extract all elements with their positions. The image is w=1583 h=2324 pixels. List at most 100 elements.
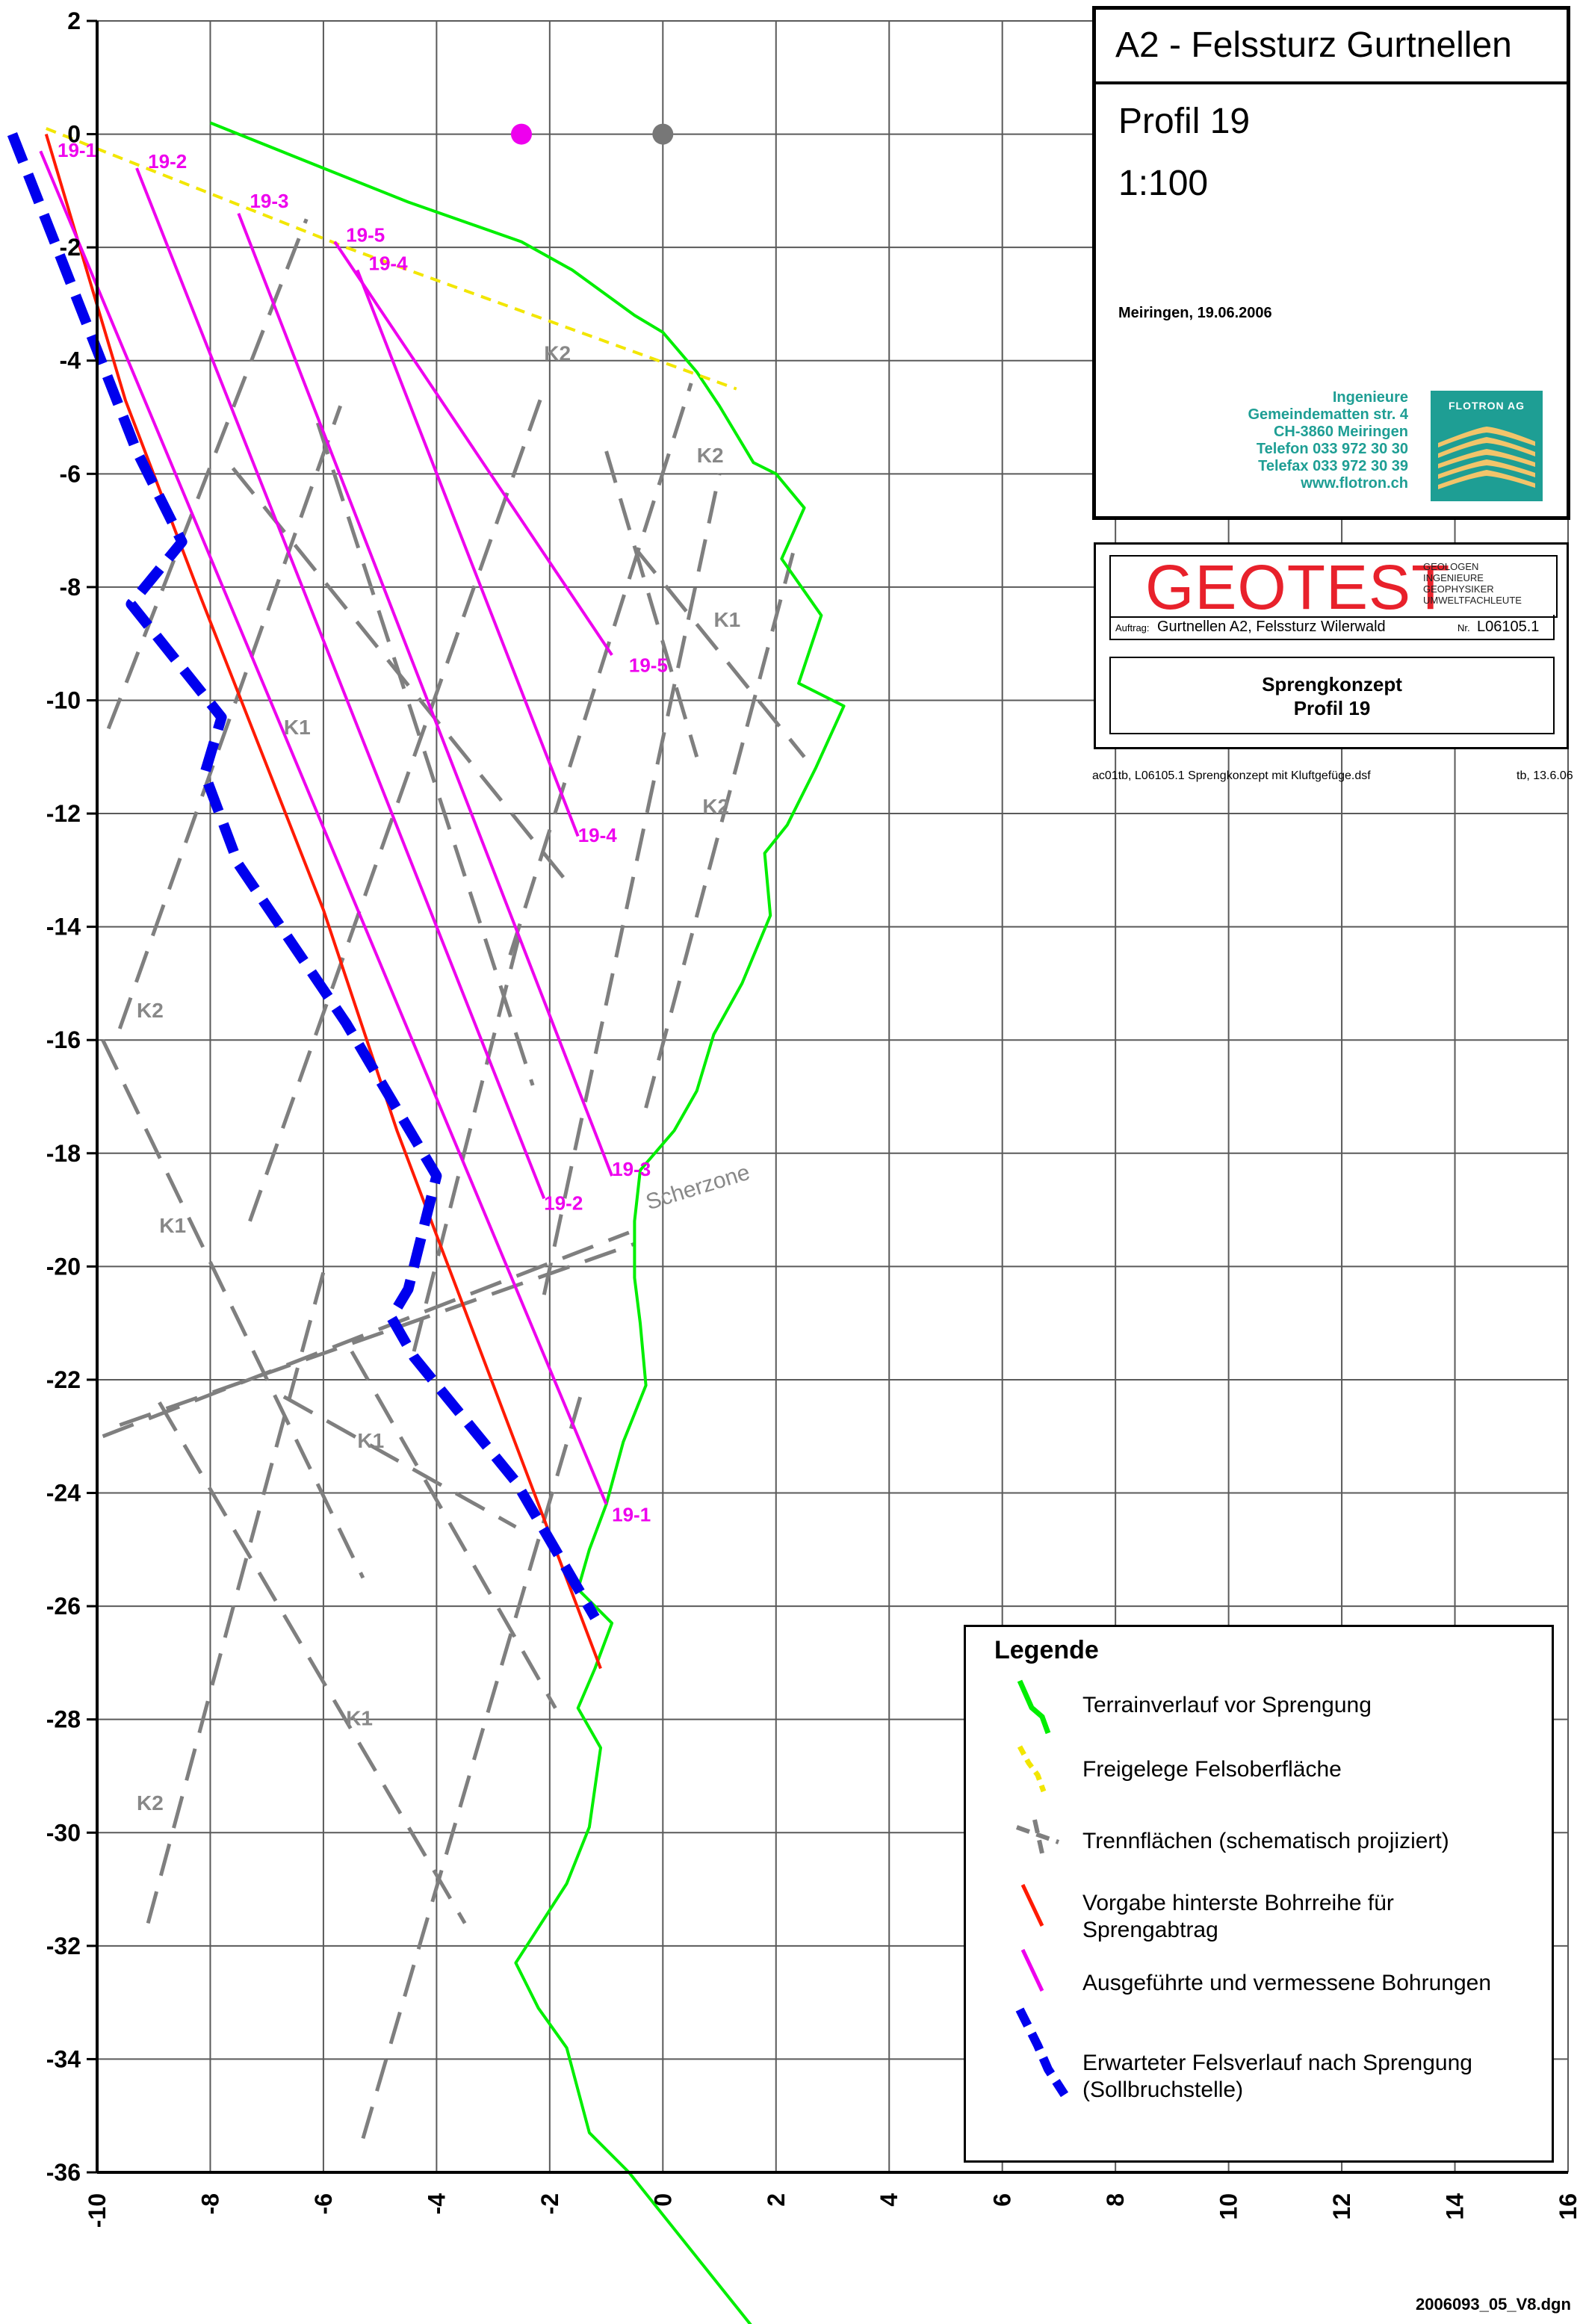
x-tick-label: 8 xyxy=(1102,2193,1129,2207)
x-tick-label: 4 xyxy=(876,2193,902,2207)
tagline-line: INGENIEURE xyxy=(1423,572,1522,583)
scherzone-label: Scherzone xyxy=(643,1160,753,1215)
joint-label: K1 xyxy=(284,716,311,739)
x-tick-label: 2 xyxy=(763,2193,790,2207)
x-tick-label: 6 xyxy=(989,2193,1016,2207)
reference-point-marker xyxy=(511,124,532,145)
y-tick-label: -6 xyxy=(60,460,81,487)
auftrag-value: Gurtnellen A2, Felssturz Wilerwald xyxy=(1157,619,1386,636)
y-tick-label: -16 xyxy=(46,1026,81,1053)
scale-label: 1:100 xyxy=(1118,163,1208,204)
legend-item-label: Ausgeführte und vermessene Bohrungen xyxy=(1082,1971,1491,1996)
legend-item-label: Trennflächen (schematisch projiziert) xyxy=(1082,1829,1449,1854)
y-tick-label: 2 xyxy=(67,7,81,34)
company-line: www.flotron.ch xyxy=(1248,475,1408,492)
drawing-title: A2 - Felssturz Gurtnellen xyxy=(1115,25,1512,66)
borehole-start-label: 19-5 xyxy=(346,224,385,247)
geotest-tagline: GEOLOGEN INGENIEURE GEOPHYSIKER UMWELTFA… xyxy=(1423,561,1522,606)
x-tick-label: 12 xyxy=(1328,2193,1355,2220)
y-tick-label: -26 xyxy=(46,1593,81,1620)
title-separator xyxy=(1096,81,1567,84)
reference-point-marker xyxy=(652,124,673,145)
x-tick-label: -10 xyxy=(84,2193,111,2228)
legend-symbol-bohrungen xyxy=(1023,1950,1042,1991)
legend-symbol-trennflaechen xyxy=(1017,1820,1059,1860)
x-tick-label: 14 xyxy=(1442,2193,1469,2220)
legend-item-label: Terrainverlauf vor Sprengung xyxy=(1082,1693,1372,1718)
x-tick-label: -8 xyxy=(196,2193,223,2214)
y-tick-label: -18 xyxy=(46,1140,81,1167)
y-tick-label: 0 xyxy=(67,121,81,148)
legend-item-label: Erwarteter Felsverlauf nach Sprengung (S… xyxy=(1082,2050,1531,2104)
auftrag-row: Auftrag: Gurtnellen A2, Felssturz Wilerw… xyxy=(1109,615,1555,640)
auftrag-label: Auftrag: xyxy=(1115,622,1150,633)
x-tick-label: -4 xyxy=(423,2193,450,2215)
y-tick-label: -30 xyxy=(46,1819,81,1846)
y-tick-label: -34 xyxy=(46,2045,81,2072)
joint-label: K2 xyxy=(544,342,571,365)
y-tick-label: -10 xyxy=(46,687,81,713)
company-line: Ingenieure xyxy=(1248,389,1408,406)
x-tick-label: 16 xyxy=(1555,2193,1582,2220)
company-line: Gemeindematten str. 4 xyxy=(1248,406,1408,424)
felsverlauf-line xyxy=(12,134,595,1618)
subject-line-1: Sprengkonzept xyxy=(1111,673,1553,696)
company-line: Telefax 033 972 30 39 xyxy=(1248,458,1408,475)
joint-label: K2 xyxy=(137,999,164,1022)
borehole-lines xyxy=(40,151,612,1504)
borehole-start-label: 19-2 xyxy=(148,150,187,173)
legend-symbol-felsoberflaeche xyxy=(1020,1747,1044,1791)
title-block: A2 - Felssturz Gurtnellen Profil 19 1:10… xyxy=(1092,6,1570,520)
terrain-line xyxy=(211,123,844,2324)
tagline-line: GEOPHYSIKER xyxy=(1423,583,1522,595)
y-tick-label: -12 xyxy=(46,800,81,827)
legend-item-label: Vorgabe hinterste Bohrreihe für Sprengab… xyxy=(1082,1890,1441,1944)
company-address: Ingenieure Gemeindematten str. 4 CH-3860… xyxy=(1248,389,1408,492)
borehole-end-label: 19-5 xyxy=(629,654,668,677)
company-line: Telefon 033 972 30 30 xyxy=(1248,441,1408,458)
joint-label: K1 xyxy=(159,1214,186,1237)
signed: tb, 13.6.06 xyxy=(1517,769,1573,783)
borehole-start-label: 19-4 xyxy=(369,252,409,274)
legend-symbol-felsverlauf xyxy=(1020,2010,1065,2095)
x-tick-label: -6 xyxy=(310,2193,337,2214)
joint-line xyxy=(148,1272,323,1924)
joint-label: K2 xyxy=(137,1791,164,1815)
y-tick-label: -22 xyxy=(46,1366,81,1393)
y-tick-label: -24 xyxy=(46,1480,81,1507)
joint-line xyxy=(250,389,544,1221)
subject-row: Sprengkonzept Profil 19 xyxy=(1109,657,1555,734)
y-tick-label: -36 xyxy=(46,2159,81,2186)
borehole-end-label: 19-4 xyxy=(578,824,618,846)
borehole-end-label: 19-3 xyxy=(612,1158,651,1180)
geotest-logo: GEOTEST xyxy=(1145,557,1450,618)
y-tick-label: -20 xyxy=(46,1253,81,1280)
y-tick-label: -4 xyxy=(60,347,81,374)
file-info: ac01tb, L06105.1 Sprengkonzept mit Kluft… xyxy=(1092,769,1371,783)
tagline-line: UMWELTFACHLEUTE xyxy=(1423,595,1522,606)
chart-labels: 19-1 19-1 19-2 19-2 19-3 19-3 19-4 19-4 19-5 19-5… xyxy=(58,124,753,1815)
flotron-mountain-icon xyxy=(1431,391,1543,501)
geotest-block: GEOTEST GEOLOGEN INGENIEURE GEOPHYSIKER … xyxy=(1094,542,1569,749)
joint-label: K1 xyxy=(357,1429,384,1452)
legend-symbol-terrain xyxy=(1020,1681,1048,1733)
y-tick-label: -8 xyxy=(60,574,81,601)
joint-label: K1 xyxy=(346,1706,373,1729)
x-tick-label: 10 xyxy=(1215,2193,1242,2220)
borehole-end-label: 19-1 xyxy=(612,1503,651,1525)
joint-line xyxy=(159,1402,465,1923)
nr-label: Nr. xyxy=(1457,622,1470,633)
profile-label: Profil 19 xyxy=(1118,101,1250,142)
joint-line xyxy=(284,1397,515,1527)
subject-line-2: Profil 19 xyxy=(1111,697,1553,720)
joint-label: K1 xyxy=(713,608,740,631)
y-tick-label: -2 xyxy=(60,234,81,261)
borehole-end-label: 19-2 xyxy=(544,1192,583,1215)
x-tick-label: -2 xyxy=(536,2193,563,2214)
tagline-line: GEOLOGEN xyxy=(1423,561,1522,572)
company-line: CH-3860 Meiringen xyxy=(1248,424,1408,441)
x-tick-label: 0 xyxy=(649,2193,676,2207)
legend-symbol-vorgabe xyxy=(1023,1885,1042,1926)
place-date: Meiringen, 19.06.2006 xyxy=(1118,305,1272,322)
y-tick-label: -28 xyxy=(46,1706,81,1733)
